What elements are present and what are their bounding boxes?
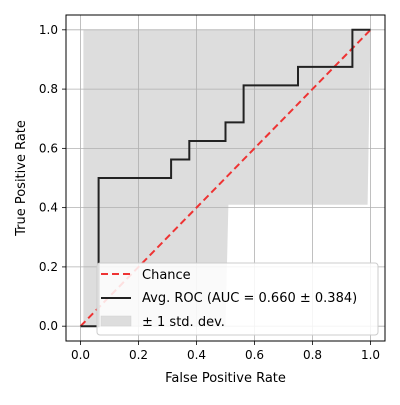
x-tick-label: 0.4 <box>187 348 206 362</box>
avg-roc-line <box>80 28 371 328</box>
x-tick-label: 0.0 <box>71 348 90 362</box>
x-tick-label: 0.2 <box>129 348 148 362</box>
legend-roc-label: Avg. ROC (AUC = 0.660 ± 0.384) <box>142 291 357 306</box>
legend-band-label: ± 1 std. dev. <box>142 315 225 330</box>
legend-chance-label: Chance <box>142 268 191 283</box>
plot-frame <box>65 14 386 342</box>
x-tick-label: 0.6 <box>245 348 264 362</box>
y-tick-label: 1.0 <box>39 23 58 37</box>
x-axis-label: False Positive Rate <box>165 371 286 386</box>
legend-band-swatch <box>100 315 132 327</box>
y-tick-label: 0.4 <box>39 201 58 215</box>
y-tick-label: 0.0 <box>39 319 58 333</box>
y-axis-label: True Positive Rate <box>14 120 29 237</box>
legend-box <box>96 262 379 336</box>
x-tick-label: 0.8 <box>303 348 322 362</box>
x-tick-label: 1.0 <box>361 348 380 362</box>
y-tick-label: 0.8 <box>39 82 58 96</box>
y-tick-label: 0.2 <box>39 260 58 274</box>
tick-layer: 0.0 0.2 0.4 0.6 0.8 1.0 0.0 0.2 0.4 0.6 0.8 1.0 <box>39 23 380 362</box>
y-tick-label: 0.6 <box>39 141 58 155</box>
legend: Chance Avg. ROC (AUC = 0.660 ± 0.384) ± … <box>96 262 379 336</box>
